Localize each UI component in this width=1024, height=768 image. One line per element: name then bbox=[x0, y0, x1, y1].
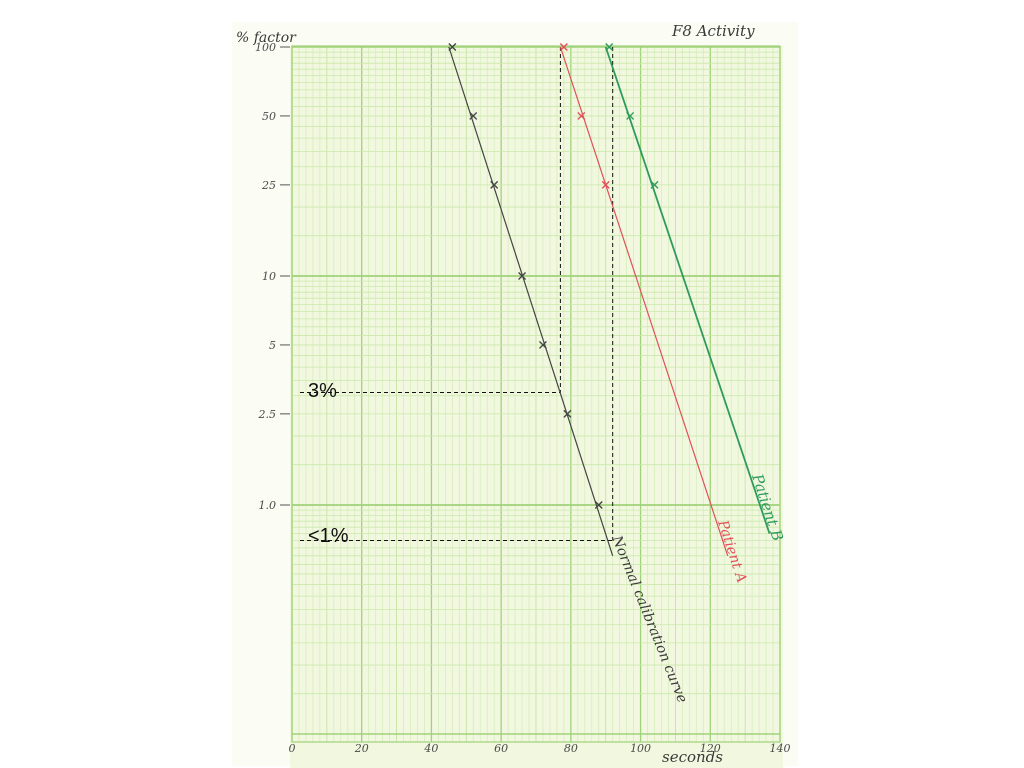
series-labels: Normal calibration curve Patient A Patie… bbox=[608, 471, 787, 706]
data-point-1 bbox=[577, 111, 586, 120]
axis-labels: F8 Activity % factor seconds 0 20 40 60 80 10… bbox=[236, 22, 791, 766]
annotation-3pct: 3% bbox=[308, 380, 337, 402]
data-point-2 bbox=[626, 111, 635, 120]
plot-grid-area bbox=[290, 46, 783, 768]
data-point-1 bbox=[601, 180, 610, 189]
data-point-0 bbox=[490, 180, 499, 189]
x-tick-label: 60 bbox=[494, 742, 508, 755]
data-point-0 bbox=[448, 43, 457, 51]
x-tick-label: 40 bbox=[423, 742, 438, 755]
annotation-labels: 3% <1% bbox=[308, 380, 349, 547]
y-axis-label: % factor bbox=[236, 30, 297, 46]
y-tick-label: 25 bbox=[261, 179, 276, 192]
series-label-normal: Normal calibration curve bbox=[608, 533, 690, 706]
chart-title: F8 Activity bbox=[671, 22, 755, 40]
annotation-lt1pct: <1% bbox=[308, 525, 349, 547]
data-point-0 bbox=[518, 272, 527, 280]
x-tick-label: 20 bbox=[354, 742, 369, 755]
chart-grid bbox=[291, 45, 781, 743]
data-markers bbox=[448, 43, 659, 509]
x-tick-label: 100 bbox=[630, 742, 651, 755]
y-tick-label: 2.5 bbox=[258, 408, 277, 421]
data-point-1 bbox=[559, 43, 568, 51]
series-line-2 bbox=[604, 46, 771, 534]
x-tick-label: 120 bbox=[700, 742, 721, 755]
y-tick-label: 5 bbox=[269, 339, 276, 352]
data-point-0 bbox=[594, 501, 603, 509]
reading-guides bbox=[300, 47, 614, 541]
y-tick-label: 100 bbox=[255, 41, 276, 54]
x-axis-label: seconds bbox=[662, 748, 723, 766]
series-label-patient-b: Patient B bbox=[748, 471, 787, 544]
data-point-0 bbox=[469, 111, 478, 120]
data-point-2 bbox=[605, 43, 614, 51]
data-point-2 bbox=[650, 180, 659, 189]
y-tick-label: 50 bbox=[262, 110, 276, 123]
plot-frame bbox=[291, 45, 781, 743]
y-tick-label: 1.0 bbox=[259, 499, 277, 512]
x-tick-label: 80 bbox=[564, 742, 578, 755]
data-point-0 bbox=[563, 409, 572, 418]
data-point-0 bbox=[538, 340, 547, 349]
x-tick-label: 140 bbox=[770, 742, 791, 755]
series-line-0 bbox=[448, 46, 614, 556]
series-lines bbox=[448, 46, 771, 556]
series-line-1 bbox=[559, 46, 729, 556]
x-tick-label: 0 bbox=[289, 742, 296, 755]
y-tick-label: 10 bbox=[262, 270, 276, 283]
